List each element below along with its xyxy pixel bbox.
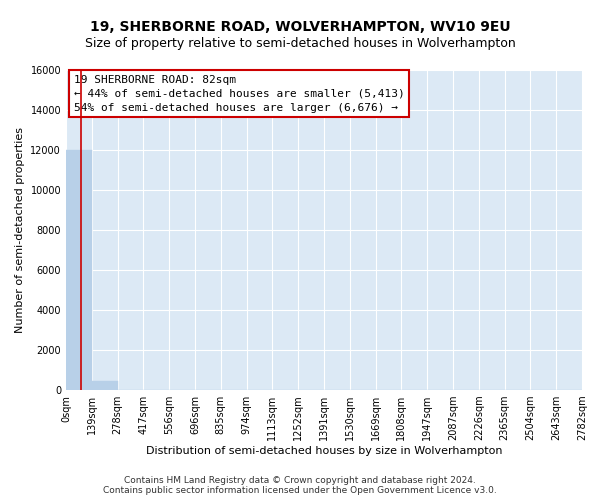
Y-axis label: Number of semi-detached properties: Number of semi-detached properties <box>15 127 25 333</box>
Text: 19 SHERBORNE ROAD: 82sqm
← 44% of semi-detached houses are smaller (5,413)
54% o: 19 SHERBORNE ROAD: 82sqm ← 44% of semi-d… <box>74 75 404 113</box>
X-axis label: Distribution of semi-detached houses by size in Wolverhampton: Distribution of semi-detached houses by … <box>146 446 502 456</box>
Text: Contains HM Land Registry data © Crown copyright and database right 2024.
Contai: Contains HM Land Registry data © Crown c… <box>103 476 497 495</box>
Bar <box>92 382 118 390</box>
Bar <box>66 150 92 390</box>
Text: 19, SHERBORNE ROAD, WOLVERHAMPTON, WV10 9EU: 19, SHERBORNE ROAD, WOLVERHAMPTON, WV10 … <box>89 20 511 34</box>
Text: Size of property relative to semi-detached houses in Wolverhampton: Size of property relative to semi-detach… <box>85 38 515 51</box>
